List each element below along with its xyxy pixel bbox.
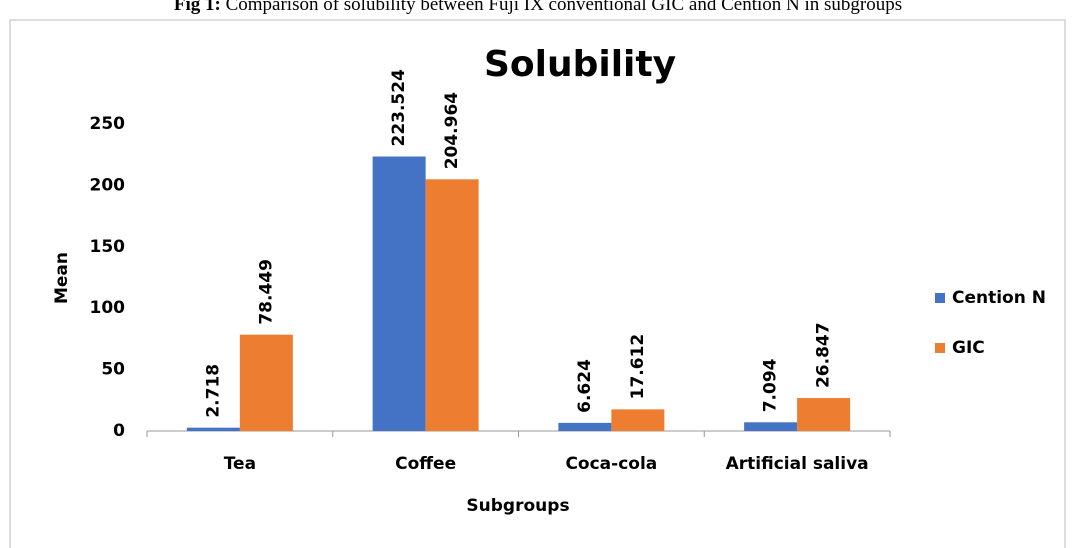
legend-label: GIC (952, 338, 985, 358)
y-tick-label: 50 (101, 360, 125, 380)
caption: Fig 1: Comparison of solubility between … (174, 0, 902, 15)
chart-title: Solubility (484, 44, 676, 85)
y-tick-label: 250 (90, 114, 126, 134)
value-label: 7.094 (761, 358, 781, 412)
y-tick-label: 100 (90, 298, 126, 318)
x-tick-label: Coffee (395, 454, 456, 474)
bar (372, 156, 426, 432)
y-tick-label: 0 (113, 421, 125, 441)
chart-frame (9, 19, 1066, 548)
bar (558, 422, 612, 431)
bar (744, 422, 798, 431)
caption-text: Comparison of solubility between Fuji IX… (226, 0, 903, 15)
y-tick-label: 200 (90, 175, 126, 195)
bar (186, 427, 240, 431)
bar (425, 179, 479, 431)
value-label: 204.964 (442, 92, 462, 170)
value-label: 223.524 (389, 69, 409, 147)
x-tick-label: Artificial saliva (726, 454, 869, 474)
legend-label: Cention N (952, 288, 1046, 308)
legend-swatch (935, 293, 945, 303)
bar (239, 334, 293, 431)
x-tick-label: Coca-cola (565, 454, 657, 474)
bar (611, 409, 665, 431)
caption-label: Fig 1: (174, 0, 221, 15)
value-label: 78.449 (256, 259, 276, 325)
value-label: 17.612 (628, 334, 648, 400)
x-tick-label: Tea (224, 454, 256, 474)
value-label: 6.624 (575, 359, 595, 413)
legend-swatch (935, 343, 945, 353)
value-label: 2.718 (203, 364, 223, 418)
y-tick-label: 150 (90, 237, 126, 257)
bar (797, 398, 851, 431)
y-axis-label: Mean (52, 252, 72, 304)
value-label: 26.847 (814, 322, 834, 388)
x-axis-label: Subgroups (466, 496, 569, 516)
